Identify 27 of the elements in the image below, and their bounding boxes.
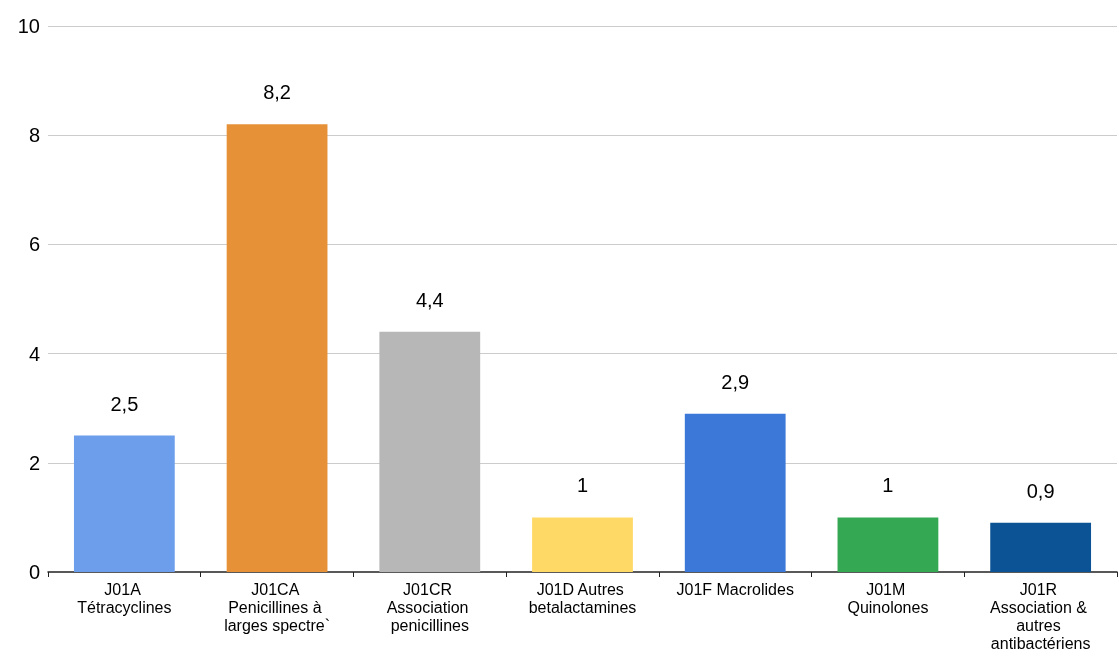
bar — [684, 413, 786, 572]
y-tick-label: 6 — [28, 233, 40, 256]
data-label: 2,5 — [110, 392, 139, 415]
data-label: 1 — [882, 474, 894, 497]
x-tick-label: J01A Tétracyclines — [77, 580, 172, 616]
data-label: 2,9 — [721, 370, 750, 393]
x-tick-label: J01R Association & autres antibactériens — [989, 580, 1092, 652]
data-label: 8,2 — [263, 81, 291, 104]
bar — [837, 517, 939, 572]
y-tick-label: 8 — [28, 124, 40, 147]
y-tick-label: 0 — [28, 561, 40, 583]
bar — [226, 124, 328, 572]
x-tick-label: J01CR Association penicillines — [386, 580, 473, 634]
data-label: 4,4 — [415, 288, 444, 311]
y-tick-label: 4 — [28, 342, 40, 365]
bar — [532, 517, 633, 572]
y-tick-label: 2 — [28, 451, 40, 474]
data-label: 0,9 — [1026, 479, 1055, 502]
bar — [73, 435, 175, 572]
x-tick-label: J01M Quinolones — [847, 580, 929, 616]
data-label: 1 — [576, 474, 589, 497]
y-tick-label: 10 — [17, 15, 40, 37]
bar — [990, 522, 1092, 572]
x-tick-label: J01CA Penicillines à larges spectre` — [224, 580, 330, 634]
x-tick-label: J01F Macrolides — [676, 580, 794, 598]
bar — [379, 331, 481, 572]
x-tick-label: J01D Autres betalactamines — [528, 580, 637, 616]
